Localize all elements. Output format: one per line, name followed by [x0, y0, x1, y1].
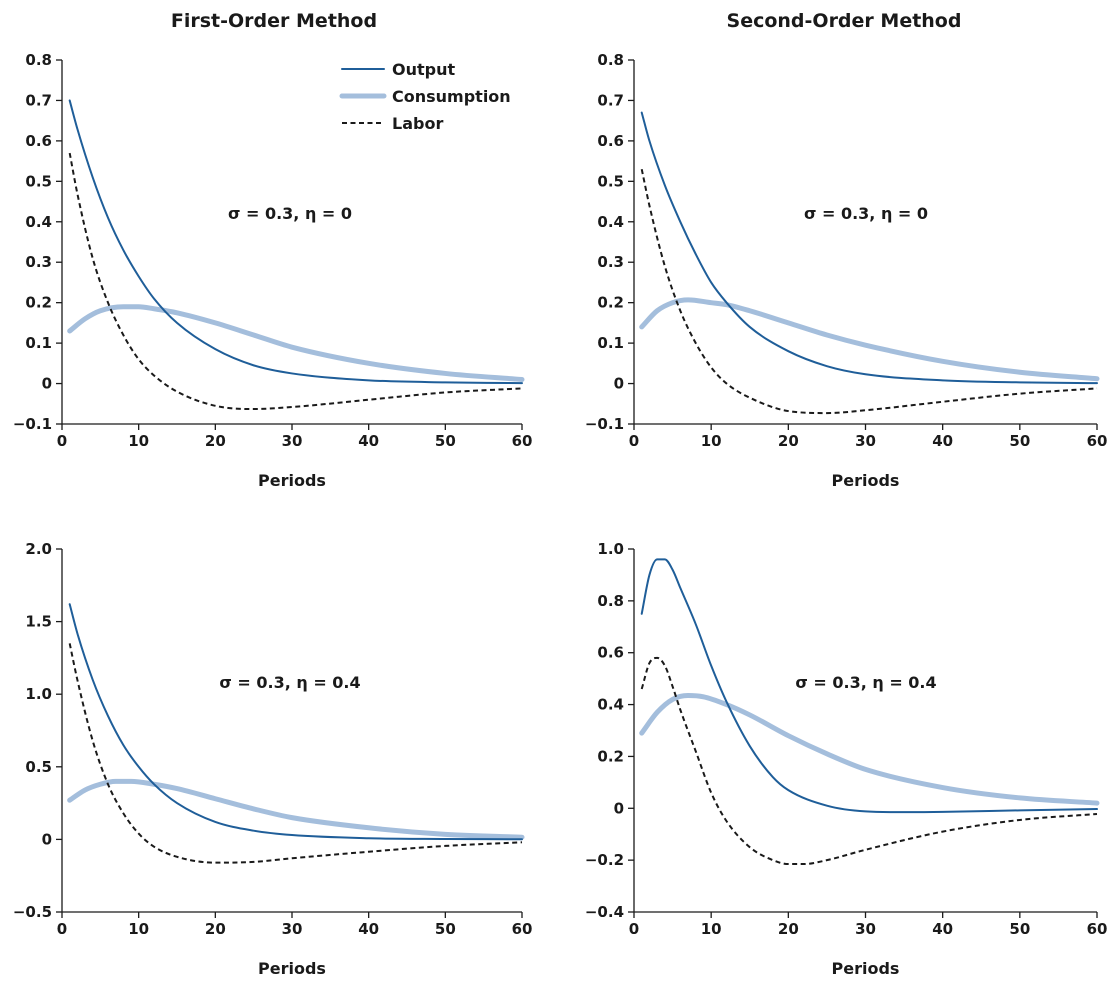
y-tick-label: 0.3: [25, 253, 52, 271]
y-tick-label: 0.6: [597, 644, 624, 662]
x-tick-label: 30: [282, 920, 303, 938]
x-tick-label: 40: [358, 432, 379, 450]
y-tick-label: 0: [42, 830, 52, 848]
y-tick-label: 0.4: [597, 696, 624, 714]
y-tick-label: 1.0: [597, 540, 624, 558]
y-tick-label: 0.1: [597, 334, 624, 352]
series-line-labor: [68, 152, 523, 411]
y-tick-label: 0.6: [597, 132, 624, 150]
x-tick-label: 50: [1009, 432, 1030, 450]
y-tick-label: 0.8: [597, 592, 624, 610]
x-tick-label: 10: [128, 432, 149, 450]
panels: −0.1 0 0.1 0.2 0.3 0.4 0.5 0.6 0.7 0.8 0 10 20 30 40 50…: [13, 51, 1108, 978]
y-tick-label: 0.5: [25, 758, 52, 776]
y-tick-label: 0.8: [25, 51, 52, 69]
panel-4: −0.4 −0.2 0 0.2 0.4 0.6 0.8 1.0 0 10 20 30 40 50 60 Per…: [585, 540, 1108, 978]
x-tick-label: 0: [629, 920, 639, 938]
y-tick-label: 0.6: [25, 132, 52, 150]
x-tick-label: 60: [512, 920, 533, 938]
y-tick-label: 0.4: [597, 213, 624, 231]
y-tick-label: −0.1: [585, 415, 624, 433]
y-tick-label: 0.2: [597, 747, 624, 765]
y-tick-label: 0.2: [597, 294, 624, 312]
y-tick-label: 0.7: [597, 91, 624, 109]
series-line-labor: [68, 643, 523, 864]
x-tick-label: 0: [57, 432, 67, 450]
parameter-annotation: σ = 0.3, η = 0: [228, 204, 352, 223]
panel-3: −0.5 0 0.5 1.0 1.5 2.0 0 10 20 30 40 50 60 Periods σ =…: [13, 540, 533, 978]
x-tick-label: 0: [57, 920, 67, 938]
x-tick-label: 20: [778, 432, 799, 450]
series-line-consumption: [639, 297, 1100, 382]
legend-item-labor: Labor: [342, 114, 443, 133]
parameter-annotation: σ = 0.3, η = 0.4: [219, 673, 360, 692]
x-tick-label: 50: [435, 920, 456, 938]
y-tick-label: 1.0: [25, 685, 52, 703]
series-line-consumption: [67, 304, 525, 383]
panel-2: −0.1 0 0.1 0.2 0.3 0.4 0.5 0.6 0.7 0.8 0 10 20 30 40 50…: [585, 51, 1108, 490]
x-tick-label: 60: [1087, 920, 1108, 938]
x-tick-label: 20: [205, 432, 226, 450]
y-tick-label: 0.1: [25, 334, 52, 352]
series-line-output: [640, 558, 1098, 814]
series-line-labor: [640, 656, 1098, 866]
x-axis-label: Periods: [832, 959, 900, 978]
x-axis-label: Periods: [258, 959, 326, 978]
y-tick-label: 0.5: [597, 172, 624, 190]
legend-label: Output: [392, 60, 455, 79]
x-tick-label: 50: [1009, 920, 1030, 938]
x-tick-label: 30: [855, 920, 876, 938]
x-tick-label: 60: [512, 432, 533, 450]
x-tick-label: 10: [701, 432, 722, 450]
x-tick-label: 40: [932, 920, 953, 938]
y-tick-label: 0: [42, 375, 52, 393]
legend-item-consumption: Consumption: [339, 87, 511, 106]
legend: Output Consumption Labor: [339, 60, 511, 133]
y-tick-label: 0.8: [597, 51, 624, 69]
y-tick-label: 0: [614, 375, 624, 393]
y-tick-label: 0.4: [25, 213, 52, 231]
y-tick-label: 1.5: [25, 613, 52, 631]
column-title-first-order: First-Order Method: [171, 10, 377, 32]
panel-1: −0.1 0 0.1 0.2 0.3 0.4 0.5 0.6 0.7 0.8 0 10 20 30 40 50…: [13, 51, 533, 490]
y-tick-label: 0.7: [25, 91, 52, 109]
y-tick-label: −0.1: [13, 415, 52, 433]
legend-label: Labor: [392, 114, 443, 133]
y-tick-label: 0.3: [597, 253, 624, 271]
x-tick-label: 20: [778, 920, 799, 938]
y-tick-label: −0.2: [585, 851, 624, 869]
x-axis-label: Periods: [258, 471, 326, 490]
y-tick-label: 2.0: [25, 540, 52, 558]
x-tick-label: 50: [435, 432, 456, 450]
parameter-annotation: σ = 0.3, η = 0.4: [795, 673, 936, 692]
series-line-output: [68, 603, 523, 841]
x-tick-label: 0: [629, 432, 639, 450]
x-tick-label: 10: [701, 920, 722, 938]
parameter-annotation: σ = 0.3, η = 0: [804, 204, 928, 223]
x-tick-label: 40: [932, 432, 953, 450]
x-tick-label: 20: [205, 920, 226, 938]
series-line-output: [68, 99, 523, 385]
x-tick-label: 30: [855, 432, 876, 450]
y-tick-label: −0.4: [585, 903, 624, 921]
x-axis-label: Periods: [832, 471, 900, 490]
x-tick-label: 10: [128, 920, 149, 938]
x-tick-label: 40: [358, 920, 379, 938]
column-title-second-order: Second-Order Method: [727, 10, 962, 32]
y-tick-label: −0.5: [13, 903, 52, 921]
x-tick-label: 30: [282, 432, 303, 450]
series-line-output: [640, 111, 1098, 385]
y-tick-label: 0: [614, 799, 624, 817]
legend-label: Consumption: [392, 87, 511, 106]
y-tick-label: 0.2: [25, 294, 52, 312]
x-tick-label: 60: [1087, 432, 1108, 450]
series-line-consumption: [67, 778, 525, 840]
y-tick-label: 0.5: [25, 172, 52, 190]
legend-item-output: Output: [341, 60, 455, 79]
series-line-consumption: [639, 693, 1100, 806]
